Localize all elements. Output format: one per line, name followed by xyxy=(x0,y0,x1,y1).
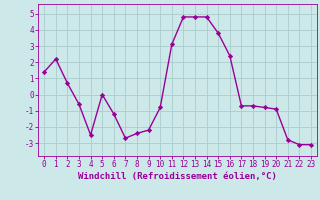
X-axis label: Windchill (Refroidissement éolien,°C): Windchill (Refroidissement éolien,°C) xyxy=(78,172,277,181)
